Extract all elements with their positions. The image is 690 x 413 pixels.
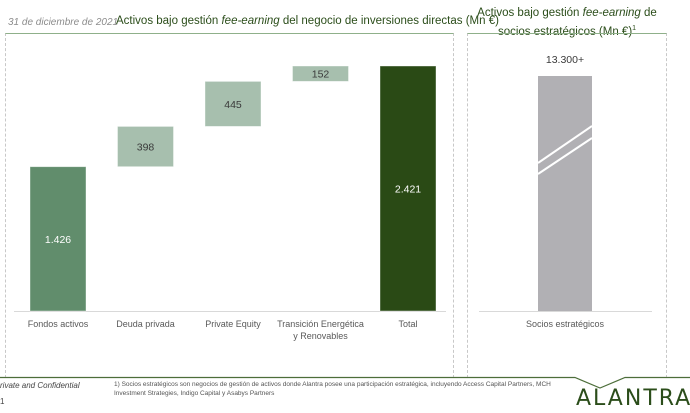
category-label: Private Equity — [205, 319, 261, 329]
footnote-marker: 1 — [632, 25, 637, 32]
data-label: 13.300+ — [546, 54, 584, 66]
category-label: Socios estratégicos — [526, 319, 605, 329]
title-text: de socios estratégicos (Mn €) — [497, 7, 657, 38]
title-text: Activos bajo gestión — [477, 7, 583, 19]
left-chart-title: Activos bajo gestión fee-earning del neg… — [116, 15, 499, 27]
bar-total — [379, 65, 437, 312]
confidential-label: rivate and Confidential — [0, 381, 80, 390]
data-label: 1.426 — [45, 234, 71, 246]
right-chart-title: Activos bajo gestión fee-earning de soci… — [466, 6, 668, 40]
title-emphasis: fee-earning — [582, 7, 641, 19]
report-date: 31 de diciembre de 2021 — [8, 17, 119, 28]
bar-fondos-activos — [29, 166, 87, 312]
bar-private-equity — [204, 80, 262, 127]
data-label: 152 — [312, 69, 330, 81]
category-label: Fondos activos — [28, 319, 89, 329]
title-text: del negocio de inversiones directas (Mn … — [279, 15, 499, 27]
title-text: Activos bajo gestión — [116, 15, 222, 27]
axis-break-line — [537, 137, 593, 175]
category-label: Total — [398, 319, 417, 329]
page-number: 1 — [0, 397, 5, 406]
alantra-logo: ALANTRA — [576, 386, 690, 411]
waterfall-panel — [5, 33, 454, 378]
category-label: Deuda privada — [116, 319, 175, 329]
title-emphasis: fee-earning — [221, 15, 280, 27]
data-label: 445 — [224, 99, 242, 111]
axis-break-line — [537, 125, 593, 164]
bar-socios-estrategicos — [538, 76, 592, 311]
bar-transici-n-energ-tica-y-renovables — [292, 65, 349, 82]
footer-divider — [0, 376, 690, 389]
partners-panel — [467, 33, 667, 378]
category-label: y Renovables — [293, 331, 348, 341]
bar-deuda-privada — [117, 126, 174, 168]
data-label: 2.421 — [395, 184, 421, 196]
data-label: 398 — [137, 142, 155, 154]
footnote: 1) Socios estratégicos son negocios de g… — [114, 381, 551, 397]
category-label: Transición Energética — [277, 319, 364, 329]
